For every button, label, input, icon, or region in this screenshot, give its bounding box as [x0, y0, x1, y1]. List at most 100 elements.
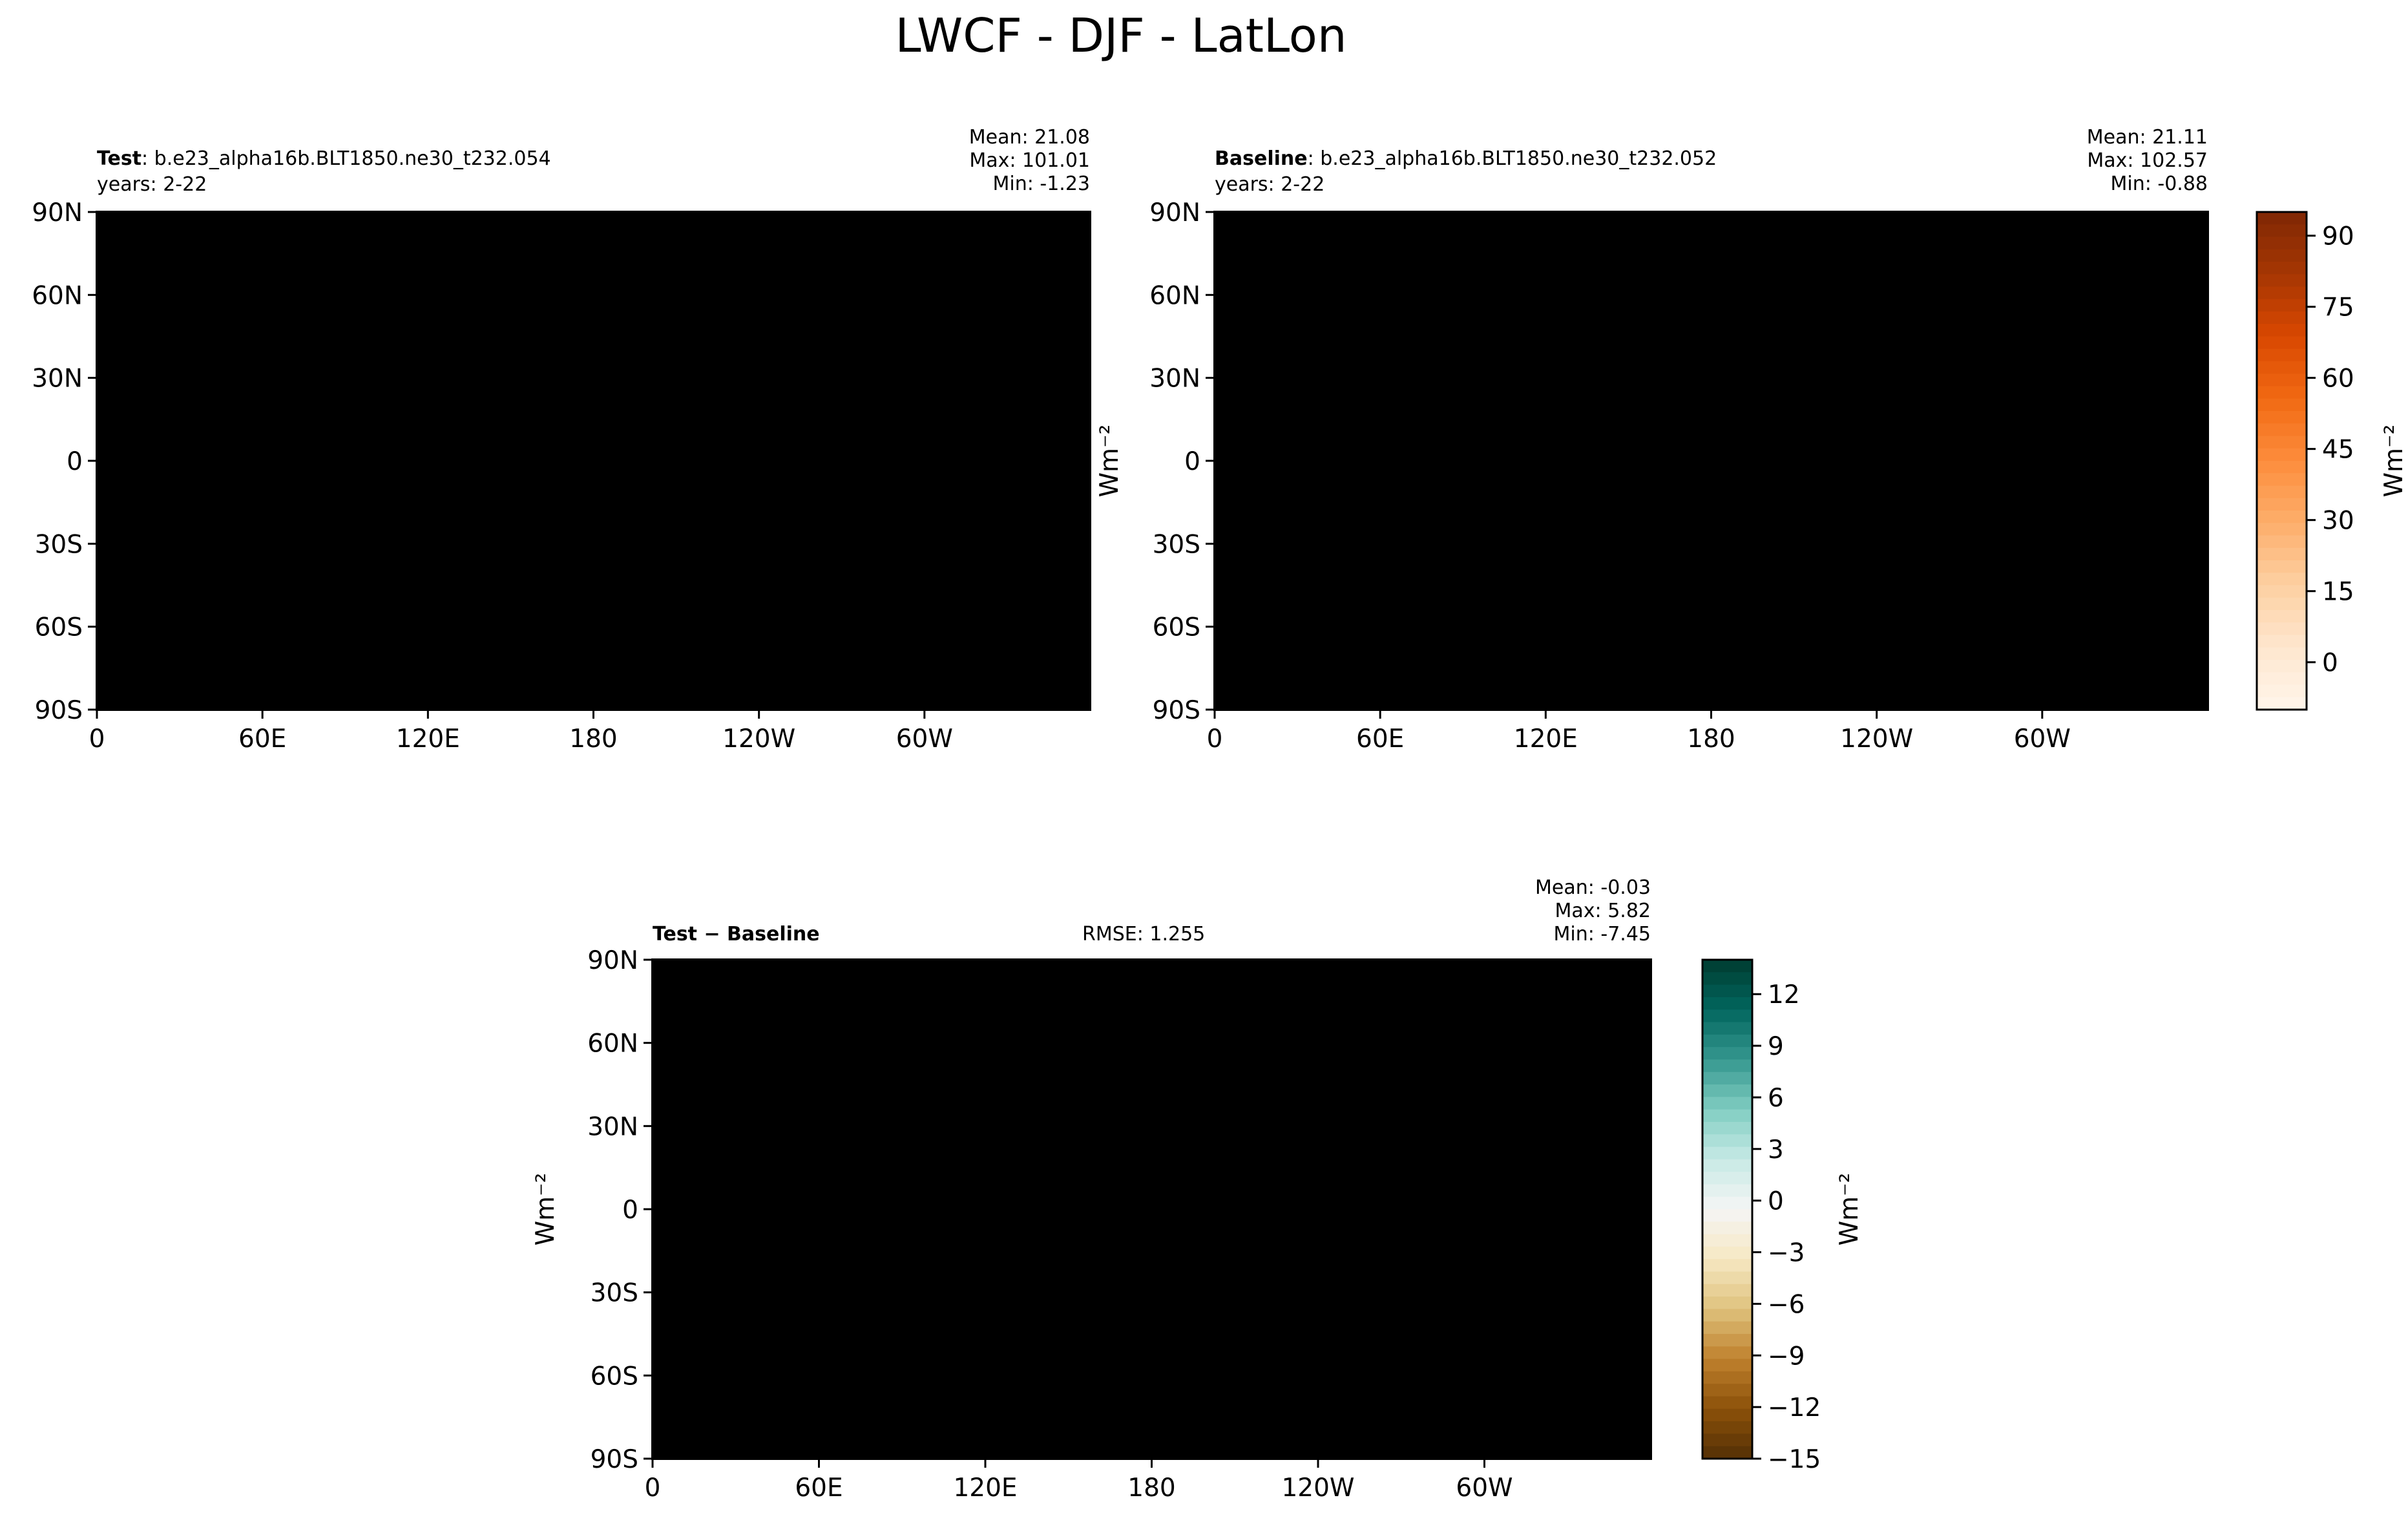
- colorbar-segment: [2257, 312, 2307, 324]
- y-tick-label: 90N: [1149, 198, 1200, 227]
- diff-map-field: [653, 960, 1651, 1459]
- colorbar-segment: [2257, 635, 2307, 648]
- colorbar-segment: [1702, 960, 1752, 973]
- colorbar-segment: [2257, 684, 2307, 698]
- colorbar-segment: [2257, 585, 2307, 598]
- colorbar-tick-label: −12: [1768, 1393, 1821, 1422]
- colorbar-segment: [2257, 249, 2307, 262]
- y-tick-label: 30N: [1149, 365, 1200, 394]
- y-tick-label: 0: [1184, 447, 1200, 476]
- colorbar-segment: [1702, 1121, 1752, 1135]
- colorbar-segment: [1702, 984, 1752, 998]
- colorbar-segment: [1702, 1196, 1752, 1210]
- colorbar-segment: [1702, 1172, 1752, 1185]
- x-tick-label: 120W: [722, 724, 795, 754]
- test-subtitle: years: 2-22: [97, 173, 207, 196]
- colorbar-segment: [1702, 1309, 1752, 1322]
- baseline-title-rest: : b.e23_alpha16b.BLT1850.ne30_t232.052: [1308, 147, 1717, 170]
- colorbar-segment: [1702, 1384, 1752, 1397]
- y-tick-label: 0: [67, 447, 83, 476]
- panel-difference: Test − Baseline RMSE: 1.255 Mean: -0.03 …: [531, 876, 1864, 1503]
- colorbar-segment: [1702, 1059, 1752, 1073]
- diff-rmse: RMSE: 1.255: [1082, 923, 1205, 946]
- colorbar-segment: [1702, 1034, 1752, 1048]
- y-tick-label: 90N: [32, 198, 83, 227]
- test-title: Test: b.e23_alpha16b.BLT1850.ne30_t232.0…: [97, 147, 551, 170]
- diff-colorbar-frame: [1701, 958, 1754, 1460]
- baseline-colorbar-frame: [2256, 211, 2308, 711]
- y-tick-label: 30S: [35, 530, 83, 559]
- test-stat-min: Min: -1.23: [993, 173, 1091, 195]
- x-tick-label: 0: [645, 1474, 661, 1503]
- colorbar-tick-label: −6: [1768, 1290, 1805, 1319]
- test-coastlines: [97, 235, 1090, 670]
- colorbar-segment: [2257, 511, 2307, 523]
- diff-colorbar-label: Wm⁻²: [1835, 1173, 1864, 1246]
- colorbar-segment: [1702, 1421, 1752, 1434]
- colorbar-segment: [2257, 224, 2307, 238]
- colorbar-segment: [1702, 1446, 1752, 1459]
- baseline-stat-max: Max: 102.57: [2087, 149, 2208, 172]
- baseline-stat-min: Min: -0.88: [2111, 173, 2208, 195]
- colorbar-segment: [1702, 1072, 1752, 1085]
- colorbar-segment: [2257, 423, 2307, 437]
- colorbar-segment: [1702, 1147, 1752, 1160]
- colorbar-segment: [2257, 461, 2307, 474]
- colorbar-segment: [1702, 1246, 1752, 1260]
- y-tick-label: 60N: [1149, 281, 1200, 310]
- colorbar-segment: [2257, 697, 2307, 710]
- colorbar-segment: [2257, 610, 2307, 623]
- x-tick-label: 120W: [1840, 724, 1913, 754]
- colorbar-segment: [2257, 299, 2307, 312]
- test-y-axis: 90N 60N 30N 0 30S 60S 90S: [32, 198, 97, 725]
- colorbar-segment: [1702, 1047, 1752, 1060]
- panel-test: Test: b.e23_alpha16b.BLT1850.ne30_t232.0…: [32, 126, 1091, 754]
- y-tick-label: 30N: [587, 1112, 638, 1141]
- baseline-map-field: [1215, 212, 2208, 710]
- colorbar-segment: [2257, 622, 2307, 636]
- colorbar-segment: [2257, 286, 2307, 300]
- y-tick-label: 30S: [1153, 530, 1200, 559]
- y-tick-label: 60S: [35, 613, 83, 642]
- colorbar-segment: [2257, 535, 2307, 549]
- colorbar-segment: [1702, 1134, 1752, 1148]
- colorbar-segment: [2257, 485, 2307, 499]
- baseline-y-axis: 90N 60N 30N 0 30S 60S 90S: [1149, 198, 1215, 725]
- colorbar-segment: [2257, 361, 2307, 374]
- diff-title: Test − Baseline: [653, 923, 820, 946]
- colorbar-tick-label: −9: [1768, 1342, 1805, 1371]
- colorbar-segment: [1702, 1371, 1752, 1384]
- colorbar-tick-label: 45: [2322, 436, 2354, 465]
- y-tick-label: 30S: [591, 1279, 638, 1308]
- test-title-rest: : b.e23_alpha16b.BLT1850.ne30_t232.054: [141, 147, 551, 170]
- colorbar-segment: [2257, 262, 2307, 275]
- colorbar-segment: [2257, 274, 2307, 288]
- colorbar-segment: [1702, 1184, 1752, 1198]
- baseline-ylabel: Wm⁻²: [1095, 425, 1124, 498]
- colorbar-segment: [2257, 374, 2307, 387]
- baseline-colorbar-ticks: 90 75 60 45 30 15 0: [2307, 222, 2354, 678]
- colorbar-segment: [1702, 1346, 1752, 1360]
- diff-stat-min: Min: -7.45: [1554, 923, 1651, 946]
- colorbar-segment: [1702, 1022, 1752, 1035]
- x-tick-label: 180: [1687, 724, 1735, 754]
- x-tick-label: 0: [89, 724, 105, 754]
- colorbar-segment: [1702, 1084, 1752, 1097]
- figure-title: LWCF - DJF - LatLon: [895, 8, 1347, 63]
- colorbar-segment: [2257, 436, 2307, 449]
- test-title-bold: Test: [97, 147, 141, 170]
- x-tick-label: 60W: [2014, 724, 2071, 754]
- colorbar-segment: [2257, 672, 2307, 686]
- colorbar-segment: [1702, 1009, 1752, 1023]
- colorbar-tick-label: −15: [1768, 1445, 1821, 1474]
- colorbar-segment: [1702, 1097, 1752, 1110]
- x-tick-label: 60W: [896, 724, 953, 754]
- y-tick-label: 60S: [591, 1362, 638, 1391]
- panel-baseline: Baseline: b.e23_alpha16b.BLT1850.ne30_t2…: [1095, 126, 2408, 754]
- y-tick-label: 90N: [587, 946, 638, 975]
- baseline-title: Baseline: b.e23_alpha16b.BLT1850.ne30_t2…: [1215, 147, 1717, 170]
- colorbar-segment: [2257, 560, 2307, 573]
- colorbar-segment: [2257, 411, 2307, 424]
- colorbar-segment: [2257, 523, 2307, 536]
